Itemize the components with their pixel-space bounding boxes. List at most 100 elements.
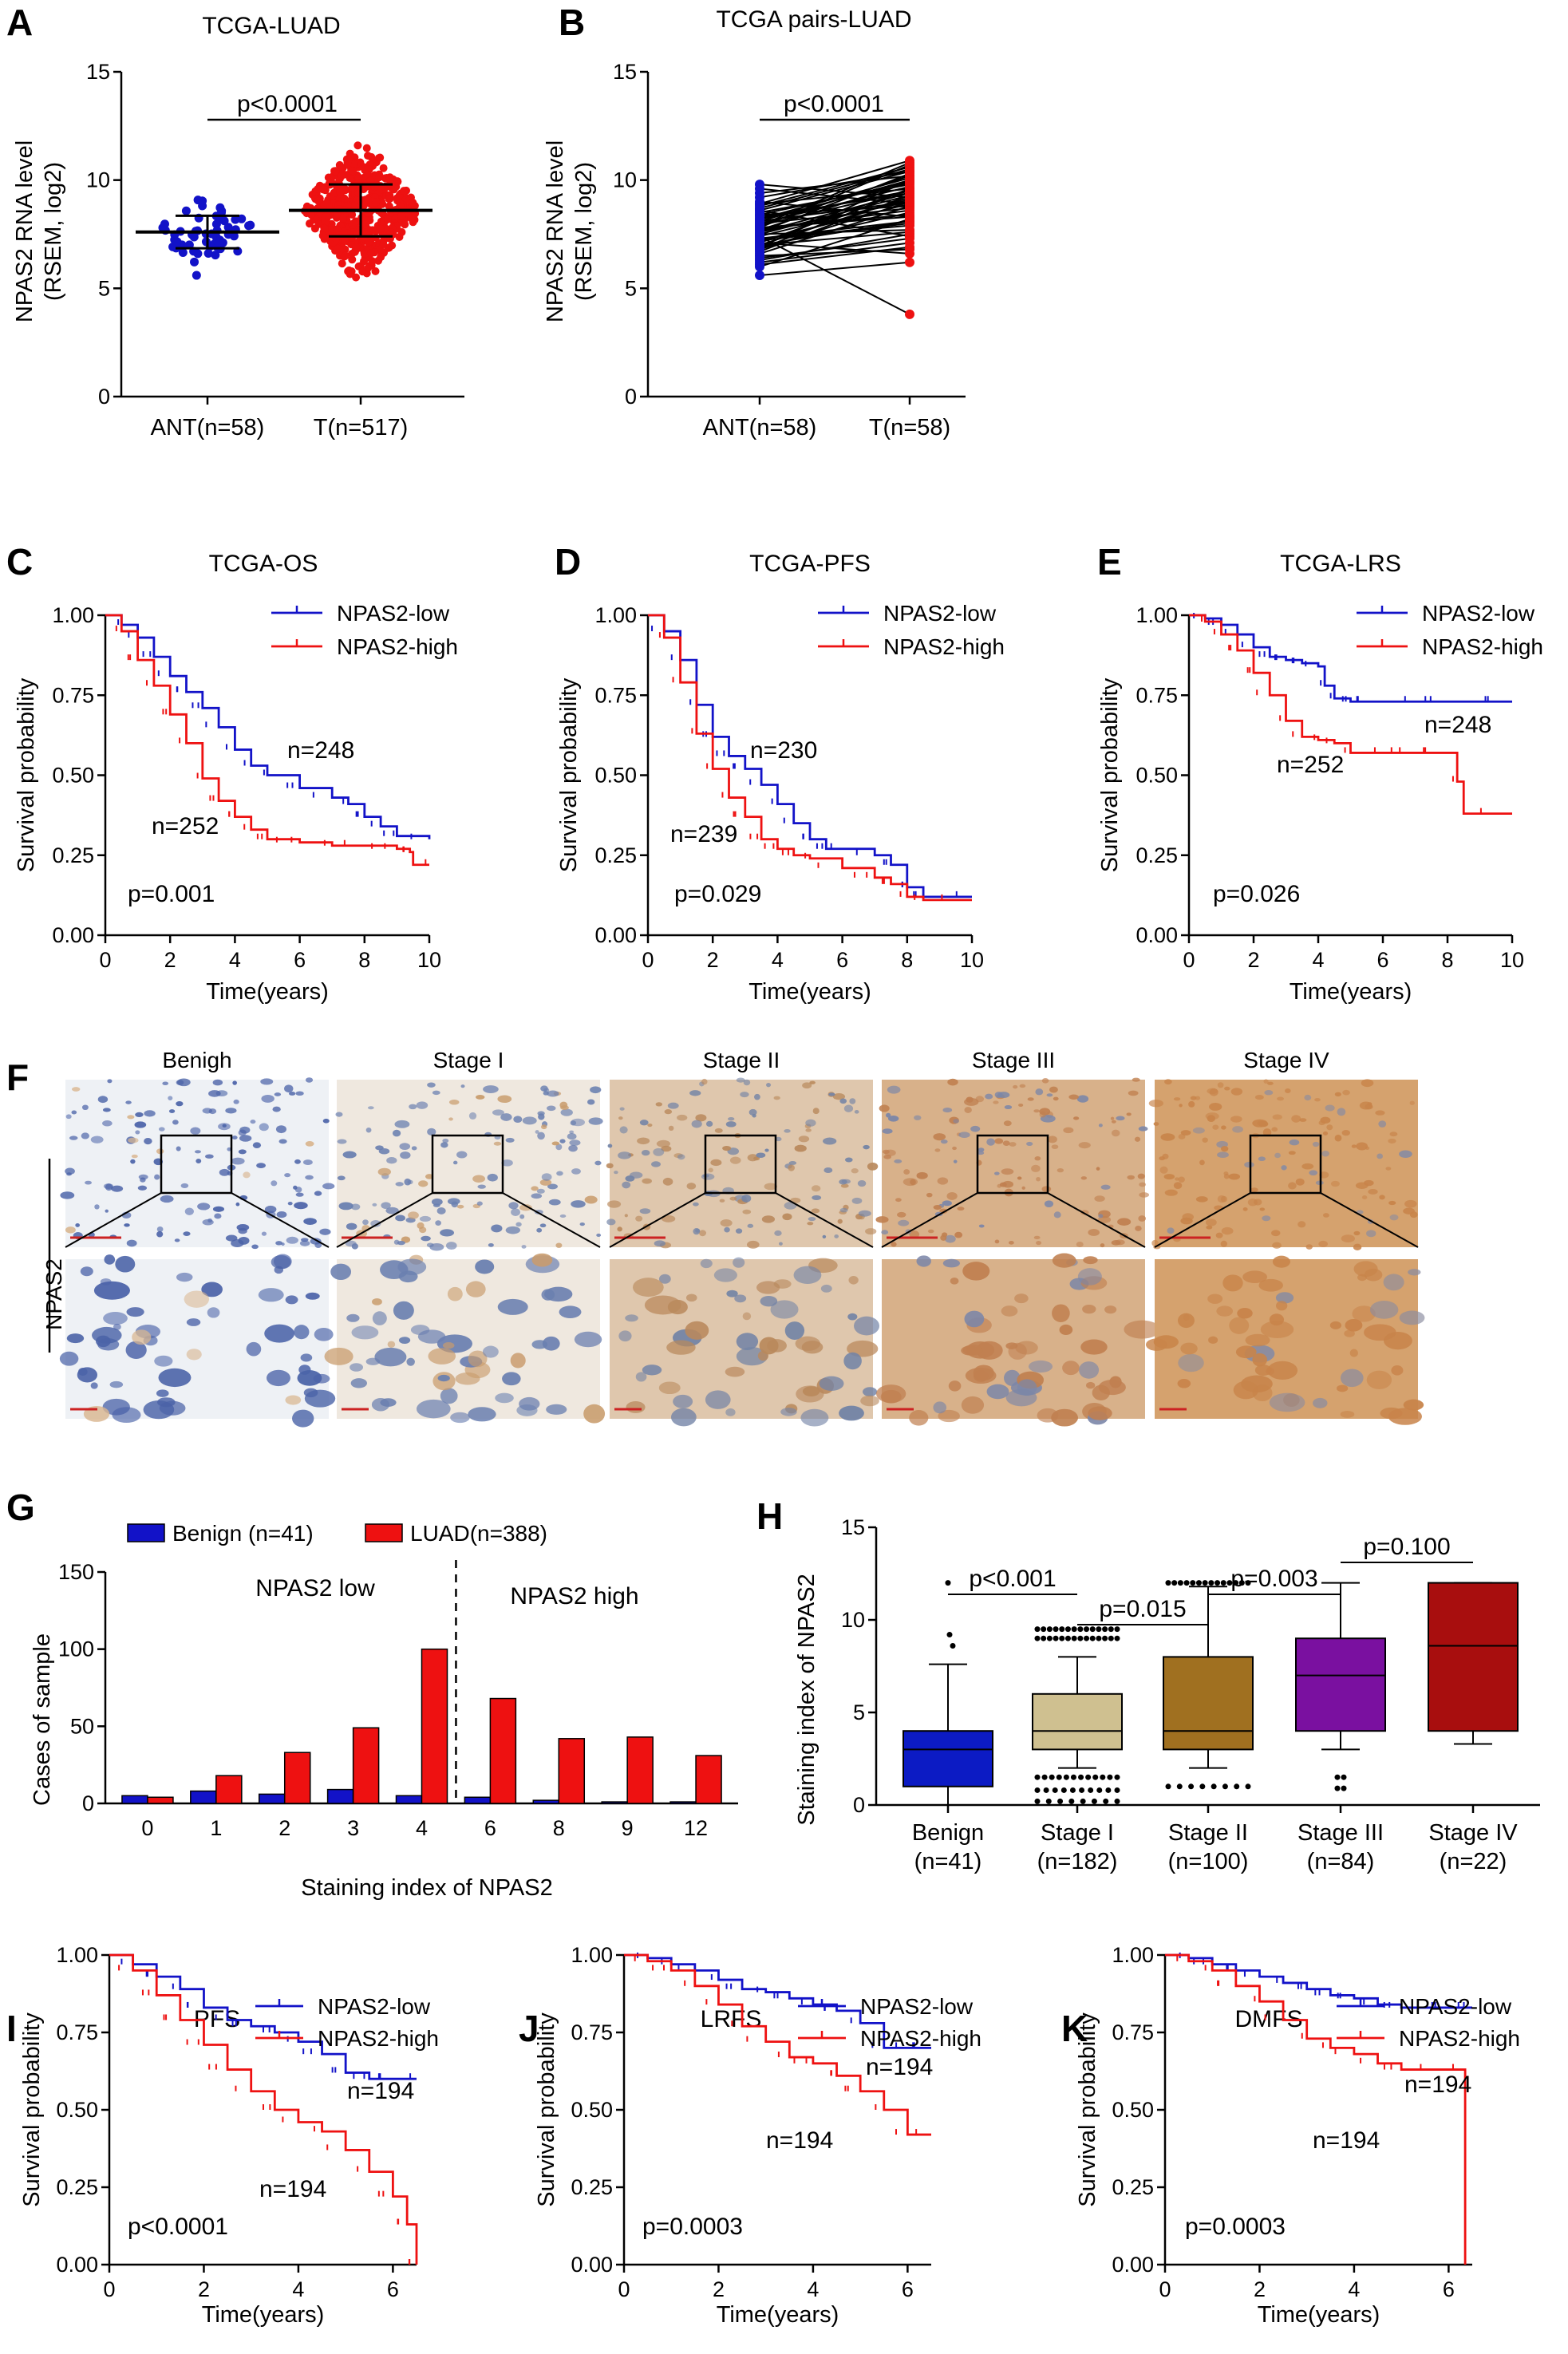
panel-letter-j: J (519, 2008, 539, 2049)
ihc-cell (421, 1235, 431, 1242)
panel-c-x-tick-label: 10 (417, 948, 441, 972)
panel-i-x-tick-label: 6 (387, 2277, 399, 2301)
ihc-cell (77, 1368, 88, 1376)
ihc-cell (1220, 1240, 1227, 1247)
ihc-cell (916, 1255, 931, 1267)
ihc-cell (651, 1161, 661, 1167)
panel-g-bar-benign (601, 1801, 628, 1804)
ihc-cell (1083, 1256, 1098, 1265)
ihc-cell (264, 1205, 277, 1214)
ihc-cell (1215, 1232, 1223, 1238)
panel-a-title: TCGA-LUAD (202, 13, 340, 39)
ihc-cell (867, 1162, 879, 1171)
ihc-cell (452, 1160, 458, 1165)
ihc-cell (477, 1184, 486, 1189)
ihc-cell (1015, 1341, 1038, 1355)
ihc-cell (952, 1146, 957, 1151)
ihc-cell (294, 1325, 310, 1340)
ihc-cell (606, 1163, 614, 1169)
ihc-cell (742, 1209, 752, 1215)
panel-h-x-tick-label-n: (n=100) (1168, 1849, 1249, 1874)
panel-h-outlier (1080, 1798, 1086, 1804)
panel-c-x-tick-label: 8 (358, 948, 370, 972)
panel-g-legend-swatch-luad (365, 1523, 403, 1542)
ihc-cell (964, 1107, 972, 1113)
ihc-cell (619, 1126, 628, 1134)
ihc-cell (90, 1136, 104, 1143)
panel-g-x-tick-label: 8 (553, 1816, 565, 1840)
ihc-cell (541, 1289, 555, 1301)
ihc-cell (1258, 1156, 1266, 1162)
ihc-cell (258, 1288, 284, 1302)
ihc-cell (176, 1078, 191, 1087)
ihc-cell (823, 1137, 837, 1145)
ihc-cell (1134, 1136, 1141, 1142)
ihc-cell (555, 1143, 563, 1151)
ihc-cell (392, 1129, 401, 1137)
ihc-cell (677, 1114, 688, 1121)
panel-h-outlier (1071, 1635, 1077, 1641)
ihc-cell (104, 1254, 116, 1265)
panel-b-ant-point (755, 271, 764, 281)
ihc-cell (492, 1109, 504, 1116)
ihc-cell (1399, 1150, 1412, 1158)
ihc-cell (519, 1214, 525, 1219)
ihc-cell (442, 1342, 455, 1349)
panel-a-point (211, 251, 220, 260)
panel-h-outlier (1114, 1787, 1120, 1793)
ihc-cell (756, 1152, 766, 1159)
ihc-cell (848, 1276, 859, 1285)
panel-h-outlier (1034, 1635, 1041, 1641)
ihc-cell (1002, 1140, 1010, 1147)
ihc-cell (440, 1388, 458, 1404)
panel-h-outlier (1234, 1783, 1240, 1790)
panel-h-outlier (1096, 1626, 1102, 1633)
ihc-zoom-line (1047, 1192, 1146, 1248)
panel-b-t-point (905, 166, 914, 176)
ihc-cell (1272, 1255, 1290, 1268)
ihc-cell (1034, 1156, 1041, 1161)
ihc-cell (1139, 1192, 1150, 1198)
ihc-cell (134, 1121, 147, 1128)
panel-d-y-tick-label: 1.00 (594, 603, 637, 627)
panel-h-pvalue: p<0.001 (969, 1566, 1056, 1592)
ihc-cell (1299, 1118, 1307, 1122)
ihc-cell (933, 1204, 942, 1211)
ihc-cell (1096, 1167, 1100, 1171)
ihc-cell (1267, 1361, 1298, 1380)
panel-h-outlier (1068, 1798, 1075, 1804)
ihc-cell (667, 1102, 679, 1109)
panel-b: B TCGA pairs-LUAD NPAS2 RNA level (RSEM,… (543, 2, 966, 440)
ihc-cell (66, 1333, 85, 1344)
panel-i-n-low: n=194 (347, 2078, 414, 2104)
ihc-cell (635, 1372, 647, 1382)
ihc-cell (839, 1405, 864, 1421)
panel-k-pvalue: p=0.0003 (1185, 2214, 1286, 2240)
panel-c-y-tick-label: 1.00 (52, 603, 94, 627)
ihc-cell (1312, 1141, 1320, 1147)
ihc-cell (425, 1174, 434, 1179)
ihc-cell (1053, 1211, 1061, 1218)
ihc-cell (1318, 1240, 1329, 1247)
panel-h-outlier (1064, 1626, 1071, 1633)
ihc-cell (953, 1159, 958, 1163)
panel-letter-f: F (6, 1057, 29, 1098)
panel-a-point (360, 250, 369, 259)
ihc-cell (85, 1180, 92, 1185)
panel-a-point (334, 244, 342, 253)
ihc-cell (251, 1244, 259, 1250)
panel-a-point (211, 219, 221, 229)
panel-a-point (341, 236, 350, 245)
ihc-cell (219, 1168, 230, 1176)
ihc-cell (272, 1106, 281, 1112)
panel-h-outlier (1334, 1785, 1341, 1791)
ihc-cell (387, 1341, 396, 1348)
ihc-cell (260, 1078, 274, 1085)
panel-h-outlier (1102, 1635, 1108, 1641)
ihc-cell (1190, 1096, 1197, 1100)
ihc-zoom-line (502, 1192, 601, 1248)
ihc-cell (887, 1115, 899, 1122)
ihc-cell (1252, 1353, 1268, 1367)
panel-h-x-tick-label: Stage I (1041, 1820, 1114, 1846)
ihc-cell (795, 1336, 821, 1351)
